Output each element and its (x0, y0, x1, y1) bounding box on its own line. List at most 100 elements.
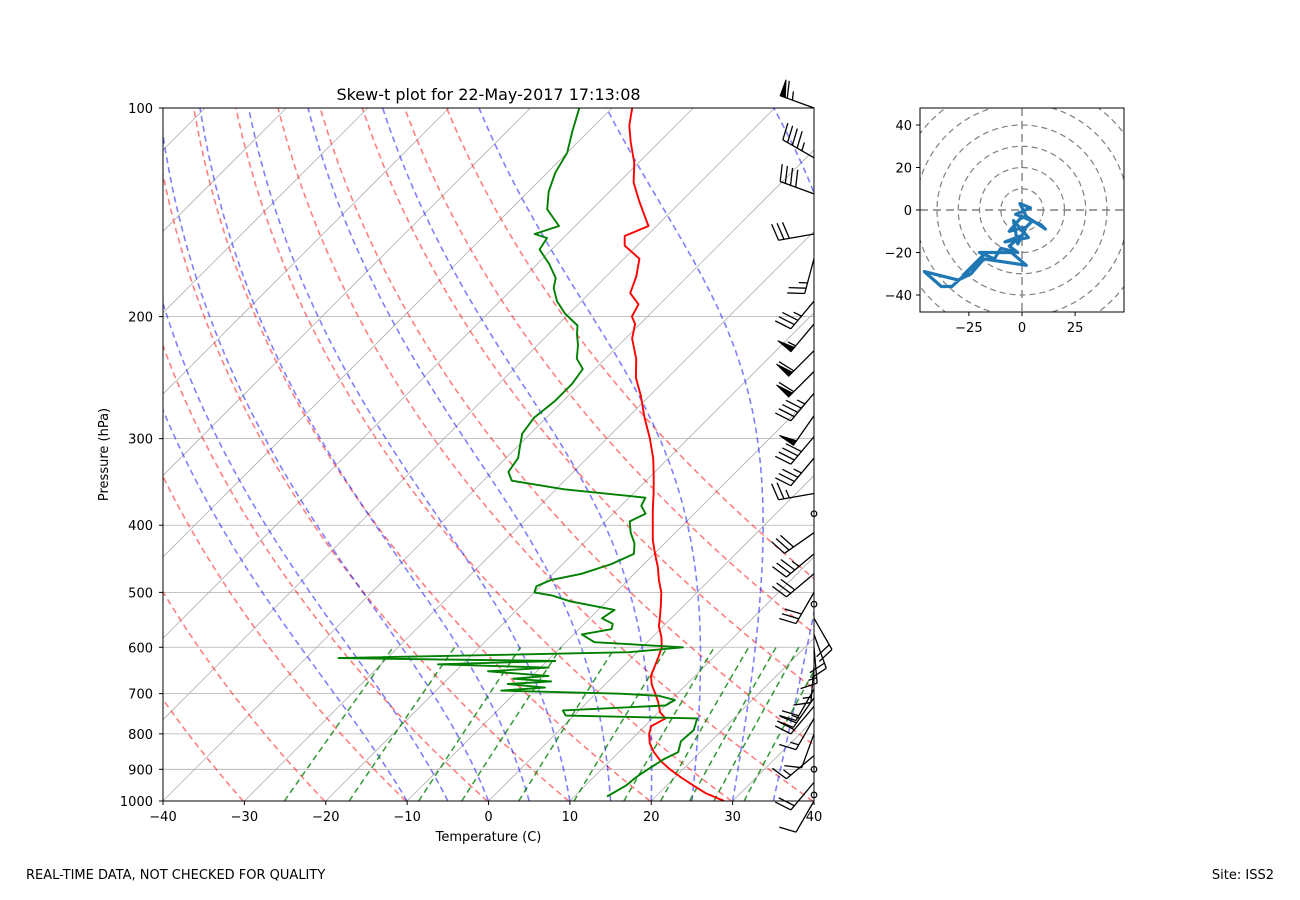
wind-barb (779, 800, 815, 833)
x-axis-label: Temperature (C) (435, 830, 542, 845)
hodo-y-tick-label: 0 (904, 204, 912, 219)
y-tick-label: 1000 (120, 795, 153, 810)
isotherm-gridline (163, 108, 694, 639)
site-label: Site: ISS2 (1211, 868, 1274, 883)
isotherm-gridline (650, 637, 814, 801)
isotherm-gridline (163, 108, 775, 721)
dewpoint-trace (337, 108, 699, 798)
y-tick-label: 700 (128, 688, 153, 703)
wind-barb (771, 532, 815, 554)
mixing-ratio-line (518, 646, 616, 801)
dry-adiabat (361, 108, 814, 690)
wind-barb (813, 617, 833, 662)
mixing-ratio-line (461, 646, 562, 801)
wind-barb (774, 705, 815, 735)
y-tick-label: 500 (128, 586, 153, 601)
y-tick-label: 100 (128, 102, 153, 117)
hodo-x-tick-label: 0 (1018, 321, 1026, 336)
dry-adiabat (403, 108, 814, 635)
x-tick-label: 0 (484, 810, 492, 825)
chart-title: Skew-t plot for 22-May-2017 17:13:08 (336, 85, 640, 104)
dry-adiabat (319, 108, 814, 746)
wind-barb (771, 222, 815, 241)
wind-barb (779, 164, 815, 195)
isotherm-gridline (0, 108, 42, 801)
mixing-ratio-line (659, 646, 750, 801)
moist-adiabat (478, 108, 702, 801)
dry-adiabat (235, 108, 732, 801)
calm-wind-marker (810, 600, 818, 608)
moist-adiabat (772, 108, 814, 801)
y-tick-label: 200 (128, 311, 153, 326)
wind-barb (774, 457, 815, 487)
y-tick-label: 900 (128, 763, 153, 778)
isotherm-gridline (325, 312, 814, 801)
wind-barb (779, 415, 815, 446)
moist-adiabat (307, 108, 612, 801)
wind-barb (777, 323, 815, 353)
wind-barb (774, 300, 815, 330)
wind-barb (772, 573, 815, 598)
dry-adiabat (163, 343, 488, 801)
isotherm-gridline (244, 230, 814, 801)
wind-barb (809, 634, 827, 679)
y-tick-label: 300 (128, 433, 153, 448)
dry-adiabat (163, 171, 570, 801)
wind-barb (776, 371, 815, 398)
mixing-ratio-line (573, 646, 668, 801)
dry-adiabat (163, 698, 244, 801)
wind-barb (784, 733, 815, 769)
x-tick-label: −20 (312, 810, 339, 825)
mixing-ratio-line (283, 646, 394, 801)
hodo-y-tick-label: 40 (895, 119, 912, 134)
mixing-ratio-line (418, 646, 522, 801)
y-tick-label: 400 (128, 519, 153, 534)
moist-adiabat (247, 108, 571, 801)
isotherm-gridline (163, 149, 814, 801)
skew-t-plot-area (0, 108, 814, 801)
wind-barb (779, 688, 815, 722)
mixing-ratio-line (348, 646, 456, 801)
isotherm-gridline (163, 108, 613, 558)
wind-barb (779, 718, 815, 751)
mixing-ratio-line (689, 646, 777, 801)
wind-barb (774, 392, 815, 422)
y-tick-label: 600 (128, 641, 153, 656)
x-tick-label: −10 (393, 810, 420, 825)
hodo-x-tick-label: −25 (955, 321, 982, 336)
wind-barbs (771, 79, 833, 833)
wind-barb (787, 258, 815, 295)
dry-adiabat (163, 474, 407, 801)
isotherm-gridline (406, 393, 814, 801)
dry-adiabat (192, 108, 651, 801)
wind-barb (779, 79, 815, 109)
temperature-trace (623, 108, 725, 801)
moist-adiabat (381, 108, 653, 801)
wind-barb (774, 781, 815, 811)
hodograph-ring (957, 145, 1087, 275)
mixing-ratio-line (623, 646, 715, 801)
hodograph-chart: −25 0 25 40 20 0 −20 −40 (885, 107, 1125, 336)
wind-barb (800, 647, 818, 690)
isotherm-gridline (163, 108, 531, 477)
hodograph-plot-area (920, 108, 1124, 312)
x-tick-label: −30 (231, 810, 258, 825)
mixing-ratio-line (713, 646, 800, 801)
wind-barb (772, 755, 815, 780)
quality-disclaimer: REAL-TIME DATA, NOT CHECKED FOR QUALITY (26, 868, 326, 883)
dry-adiabat (277, 108, 814, 801)
dry-adiabat (163, 590, 326, 801)
hodo-y-tick-label: −40 (885, 289, 912, 304)
calm-wind-marker (810, 791, 818, 799)
dry-adiabat (445, 108, 814, 580)
isotherm-gridline (163, 108, 450, 395)
wind-barb (774, 436, 815, 465)
moist-adiabat (199, 108, 530, 801)
calm-wind-marker (810, 510, 818, 518)
wind-barb (779, 592, 815, 625)
wind-barb (771, 482, 815, 501)
hodo-y-tick-label: −20 (885, 247, 912, 262)
hodograph-trace (922, 202, 1047, 289)
isotherm-gridline (163, 108, 369, 314)
